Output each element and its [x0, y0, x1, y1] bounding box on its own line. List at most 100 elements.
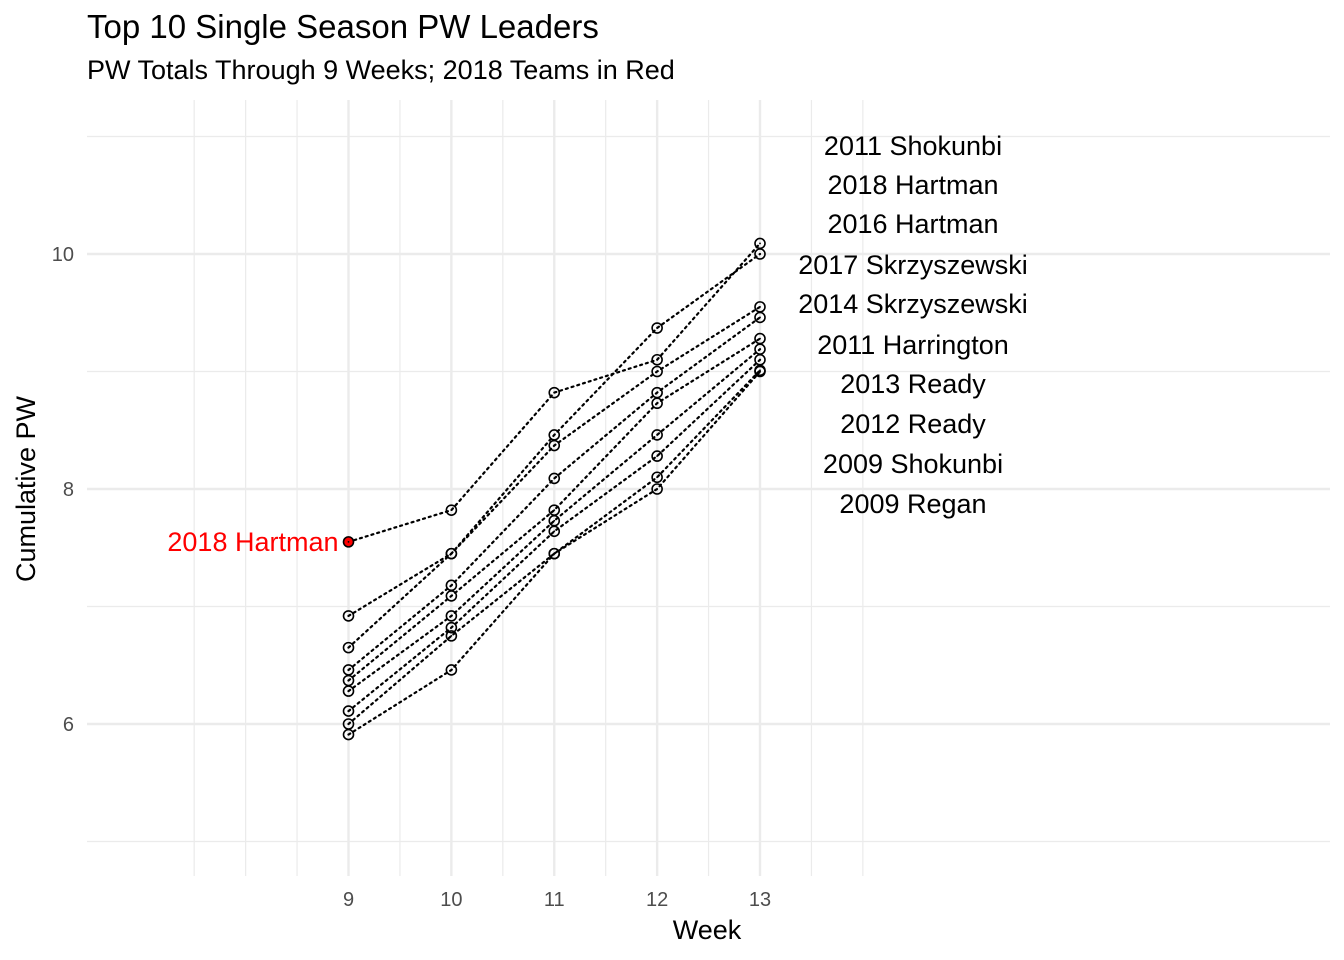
series-point-center: [347, 723, 350, 725]
series-point: [548, 547, 561, 560]
series-point-center: [450, 626, 453, 629]
series-point: [548, 525, 561, 538]
series-point-center: [553, 444, 556, 447]
series-point: [342, 536, 355, 548]
series-point-center: [347, 615, 350, 617]
series-point-center: [759, 242, 761, 245]
series-labels: 2018 Hartman 2011 Shokunbi 2018 Hartman 201…: [167, 131, 1027, 557]
series-point: [445, 610, 458, 622]
series-point-center: [450, 634, 453, 637]
series-point: [342, 685, 355, 697]
series-point: [445, 590, 458, 602]
series-point-center: [759, 253, 761, 255]
x-tick-label: 10: [440, 889, 462, 911]
series-point-center: [450, 595, 453, 597]
series-point: [548, 386, 561, 399]
team-label: 2009 Regan: [839, 489, 986, 519]
series-point-center: [450, 669, 453, 671]
series-point: [651, 450, 663, 462]
team-label: 2018 Hartman: [827, 170, 998, 200]
series-point-center: [759, 348, 761, 351]
team-label: 2011 Shokunbi: [824, 131, 1002, 161]
team-label: 2017 Skrzyszewski: [798, 250, 1028, 280]
team-label: 2014 Skrzyszewski: [798, 289, 1028, 319]
series-line: [347, 369, 762, 726]
series-point-center: [553, 519, 556, 522]
series-point-center: [347, 646, 350, 649]
series-point: [342, 641, 355, 654]
series-point: [651, 322, 663, 334]
chart-title: Top 10 Single Season PW Leaders: [87, 8, 599, 45]
series-point-center: [347, 690, 350, 692]
series-point-center: [759, 305, 761, 308]
series-point: [548, 439, 561, 452]
team-label: 2011 Harrington: [817, 330, 1009, 360]
series-point: [445, 547, 458, 560]
series-point-center: [759, 358, 761, 361]
series-point: [445, 504, 458, 516]
series-point-center: [347, 669, 350, 671]
series-point: [445, 664, 458, 676]
grid-layer: [87, 100, 1330, 876]
team-label: 2016 Hartman: [827, 209, 998, 239]
team-label: 2012 Ready: [840, 409, 986, 439]
tick-labels: 9 10 11 12 13 6 8 10: [52, 244, 771, 911]
series-point: [754, 311, 766, 324]
series-points: [342, 237, 766, 741]
series-point-center: [759, 337, 761, 340]
x-tick-label: 13: [749, 889, 771, 911]
series-point: [445, 630, 458, 642]
series-line: [347, 348, 762, 693]
team-label: 2013 Ready: [840, 369, 986, 399]
series-point-center: [656, 391, 659, 394]
y-axis-title: Cumulative PW: [11, 395, 41, 582]
series-point: [342, 610, 355, 622]
series-point: [651, 471, 663, 484]
series-point-center: [553, 509, 556, 512]
series-point-center: [553, 434, 556, 436]
series-point: [445, 621, 458, 634]
series-point-center: [450, 509, 453, 512]
series-point-center: [553, 391, 556, 394]
series-point: [651, 353, 663, 366]
series-point-center: [450, 584, 453, 587]
series-point-center: [450, 552, 453, 555]
series-point: [342, 728, 355, 741]
series-point-center: [656, 370, 659, 373]
series-point-center: [553, 477, 556, 480]
series-point-center: [656, 476, 659, 479]
series-point-center: [450, 615, 453, 617]
series-point-center: [656, 327, 659, 329]
series-point-center: [656, 434, 659, 436]
series-point-center: [347, 710, 350, 712]
series-point-center: [656, 488, 659, 490]
series-point: [651, 365, 663, 378]
series-point-center: [553, 530, 556, 533]
series-point-center: [347, 540, 350, 543]
chart-subtitle: PW Totals Through 9 Weeks; 2018 Teams in…: [87, 55, 675, 85]
series-point: [754, 365, 766, 378]
series-point-center: [553, 552, 556, 555]
highlight-label: 2018 Hartman: [167, 527, 338, 557]
x-tick-label: 9: [343, 889, 354, 911]
y-tick-label: 10: [52, 244, 74, 266]
series-point: [754, 248, 766, 260]
x-axis-title: Week: [673, 915, 742, 945]
series-point-center: [759, 370, 761, 373]
series-point-center: [347, 733, 350, 736]
series-point: [651, 429, 663, 441]
series-point-center: [656, 402, 659, 405]
series-point-center: [656, 455, 659, 457]
y-tick-label: 8: [63, 479, 74, 501]
series-point-center: [656, 358, 659, 361]
series-point: [651, 397, 663, 410]
series-point: [651, 483, 663, 495]
series-line: [347, 337, 762, 682]
series-point: [342, 705, 355, 717]
series-point-center: [347, 679, 350, 682]
x-tick-label: 11: [544, 889, 565, 911]
series-point-center: [759, 316, 761, 319]
team-label: 2009 Shokunbi: [823, 449, 1003, 479]
y-tick-label: 6: [63, 714, 74, 736]
